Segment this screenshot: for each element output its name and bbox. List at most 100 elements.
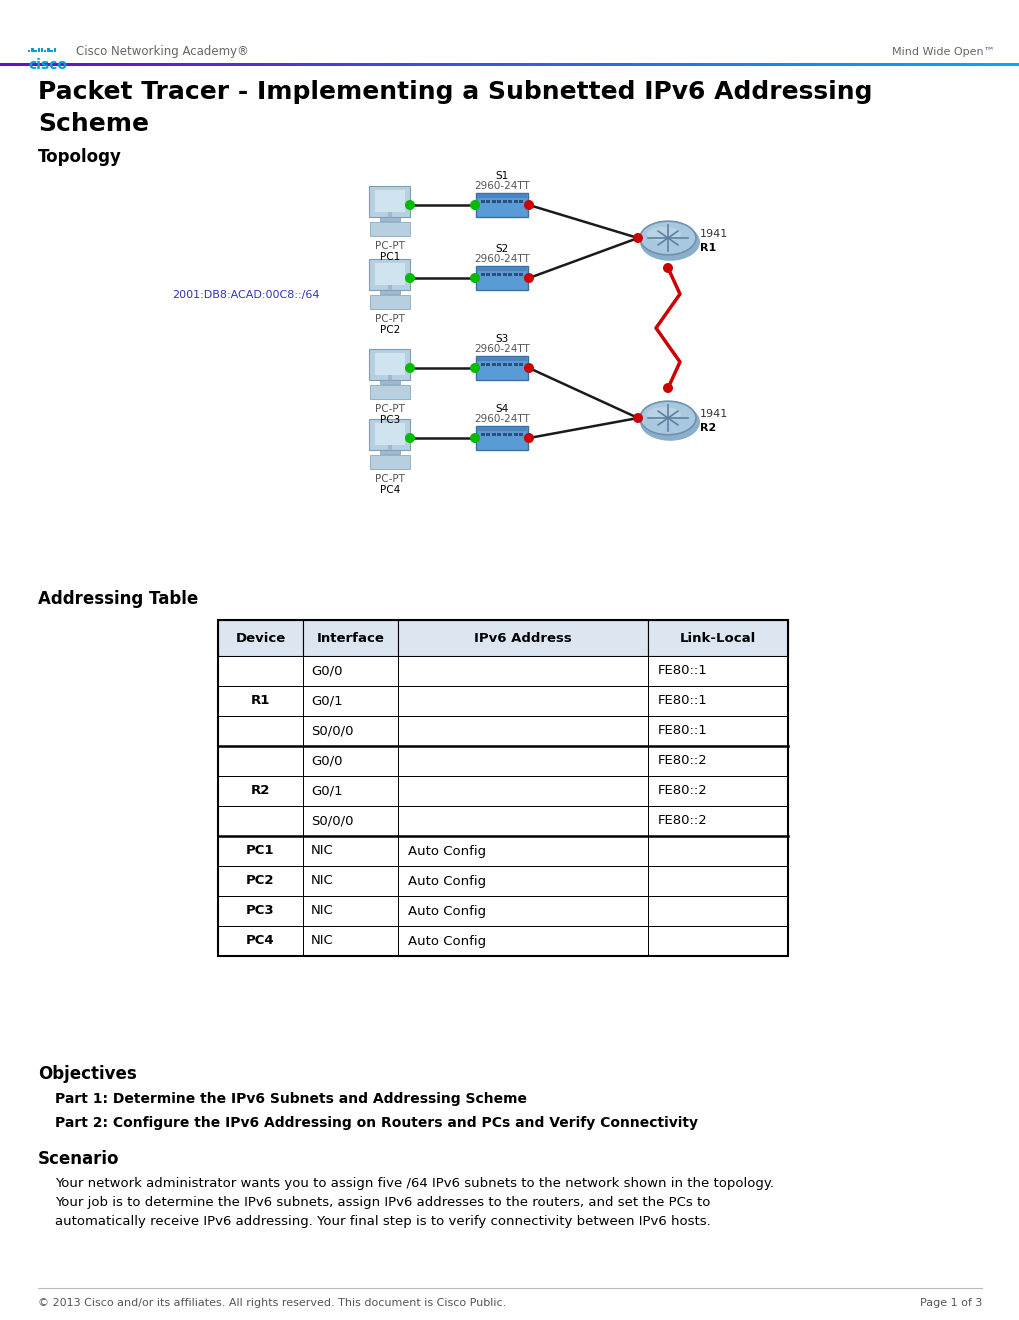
Bar [387, 213, 391, 218]
Bar [481, 273, 484, 276]
Circle shape [633, 234, 642, 243]
Text: R1: R1 [251, 694, 270, 708]
Ellipse shape [647, 407, 680, 421]
Bar [380, 380, 399, 384]
FancyBboxPatch shape [370, 455, 410, 469]
Bar [581, 63, 587, 66]
Bar [218, 866, 303, 896]
Bar [497, 433, 501, 436]
Bar [871, 63, 877, 66]
Bar [479, 63, 485, 66]
Bar [387, 63, 393, 66]
Bar [107, 63, 113, 66]
Bar [810, 63, 816, 66]
Bar [362, 63, 368, 66]
Text: NIC: NIC [311, 874, 333, 887]
Text: 2001:DB8:ACAD:00C8::/64: 2001:DB8:ACAD:00C8::/64 [172, 290, 319, 300]
Bar [51, 63, 57, 66]
Bar [218, 620, 303, 656]
Text: Cisco Networking Academy®: Cisco Networking Academy® [76, 45, 249, 58]
Bar [678, 63, 684, 66]
Bar [218, 896, 303, 927]
Bar [303, 620, 397, 656]
Bar [514, 363, 518, 366]
Bar [218, 836, 303, 866]
Text: FE80::1: FE80::1 [657, 725, 707, 738]
Bar [576, 63, 582, 66]
Bar [41, 48, 43, 51]
Bar [637, 63, 643, 66]
Bar [234, 63, 240, 66]
Bar [907, 63, 913, 66]
Bar [438, 63, 444, 66]
Bar [397, 776, 647, 807]
Bar [303, 746, 397, 776]
Bar [218, 776, 303, 807]
Bar [397, 686, 647, 715]
Bar [380, 290, 399, 294]
Bar [785, 63, 791, 66]
FancyBboxPatch shape [370, 294, 410, 309]
Bar [647, 807, 788, 836]
Bar [477, 194, 527, 198]
Bar [508, 363, 512, 366]
Bar [303, 715, 397, 746]
Bar [44, 50, 47, 51]
Text: PC-PT: PC-PT [375, 242, 405, 251]
Bar [866, 63, 872, 66]
Bar [486, 201, 490, 203]
Bar [36, 63, 42, 66]
Text: PC-PT: PC-PT [375, 474, 405, 484]
Bar [667, 63, 674, 66]
Bar [474, 63, 480, 66]
Ellipse shape [639, 403, 699, 441]
Bar [275, 63, 281, 66]
Bar [403, 63, 409, 66]
Text: 2960-24TT: 2960-24TT [474, 253, 529, 264]
Bar [183, 63, 190, 66]
Bar [647, 746, 788, 776]
Bar [647, 776, 788, 807]
Bar [555, 63, 561, 66]
Bar [481, 433, 484, 436]
Bar [270, 63, 276, 66]
Bar [194, 63, 200, 66]
Bar [508, 201, 512, 203]
Bar [209, 63, 215, 66]
Bar [795, 63, 801, 66]
Bar [239, 63, 246, 66]
Bar [1009, 63, 1015, 66]
Bar [357, 63, 363, 66]
Bar [912, 63, 918, 66]
Bar [754, 63, 760, 66]
Bar [790, 63, 796, 66]
Bar [290, 63, 297, 66]
Text: S1: S1 [495, 172, 508, 181]
Bar [1004, 63, 1010, 66]
Bar [1014, 63, 1019, 66]
Text: Auto Config: Auto Config [408, 935, 486, 948]
Bar [443, 63, 449, 66]
FancyBboxPatch shape [476, 267, 528, 290]
Bar [10, 63, 16, 66]
Bar [218, 807, 303, 836]
Bar [937, 63, 944, 66]
Bar [632, 63, 638, 66]
Text: automatically receive IPv6 addressing. Your final step is to verify connectivity: automatically receive IPv6 addressing. Y… [55, 1214, 710, 1228]
Bar [481, 201, 484, 203]
Bar [683, 63, 689, 66]
Bar [510, 63, 516, 66]
Text: Your network administrator wants you to assign five /64 IPv6 subnets to the netw: Your network administrator wants you to … [55, 1177, 773, 1191]
Bar [311, 63, 317, 66]
Text: PC3: PC3 [246, 904, 274, 917]
Bar [953, 63, 959, 66]
Text: Device: Device [235, 631, 285, 644]
Text: S0/0/0: S0/0/0 [311, 814, 354, 828]
Circle shape [524, 273, 534, 282]
Bar [352, 63, 358, 66]
Bar [469, 63, 475, 66]
Bar [367, 63, 373, 66]
Bar [397, 63, 404, 66]
Bar [173, 63, 179, 66]
FancyBboxPatch shape [370, 385, 410, 399]
